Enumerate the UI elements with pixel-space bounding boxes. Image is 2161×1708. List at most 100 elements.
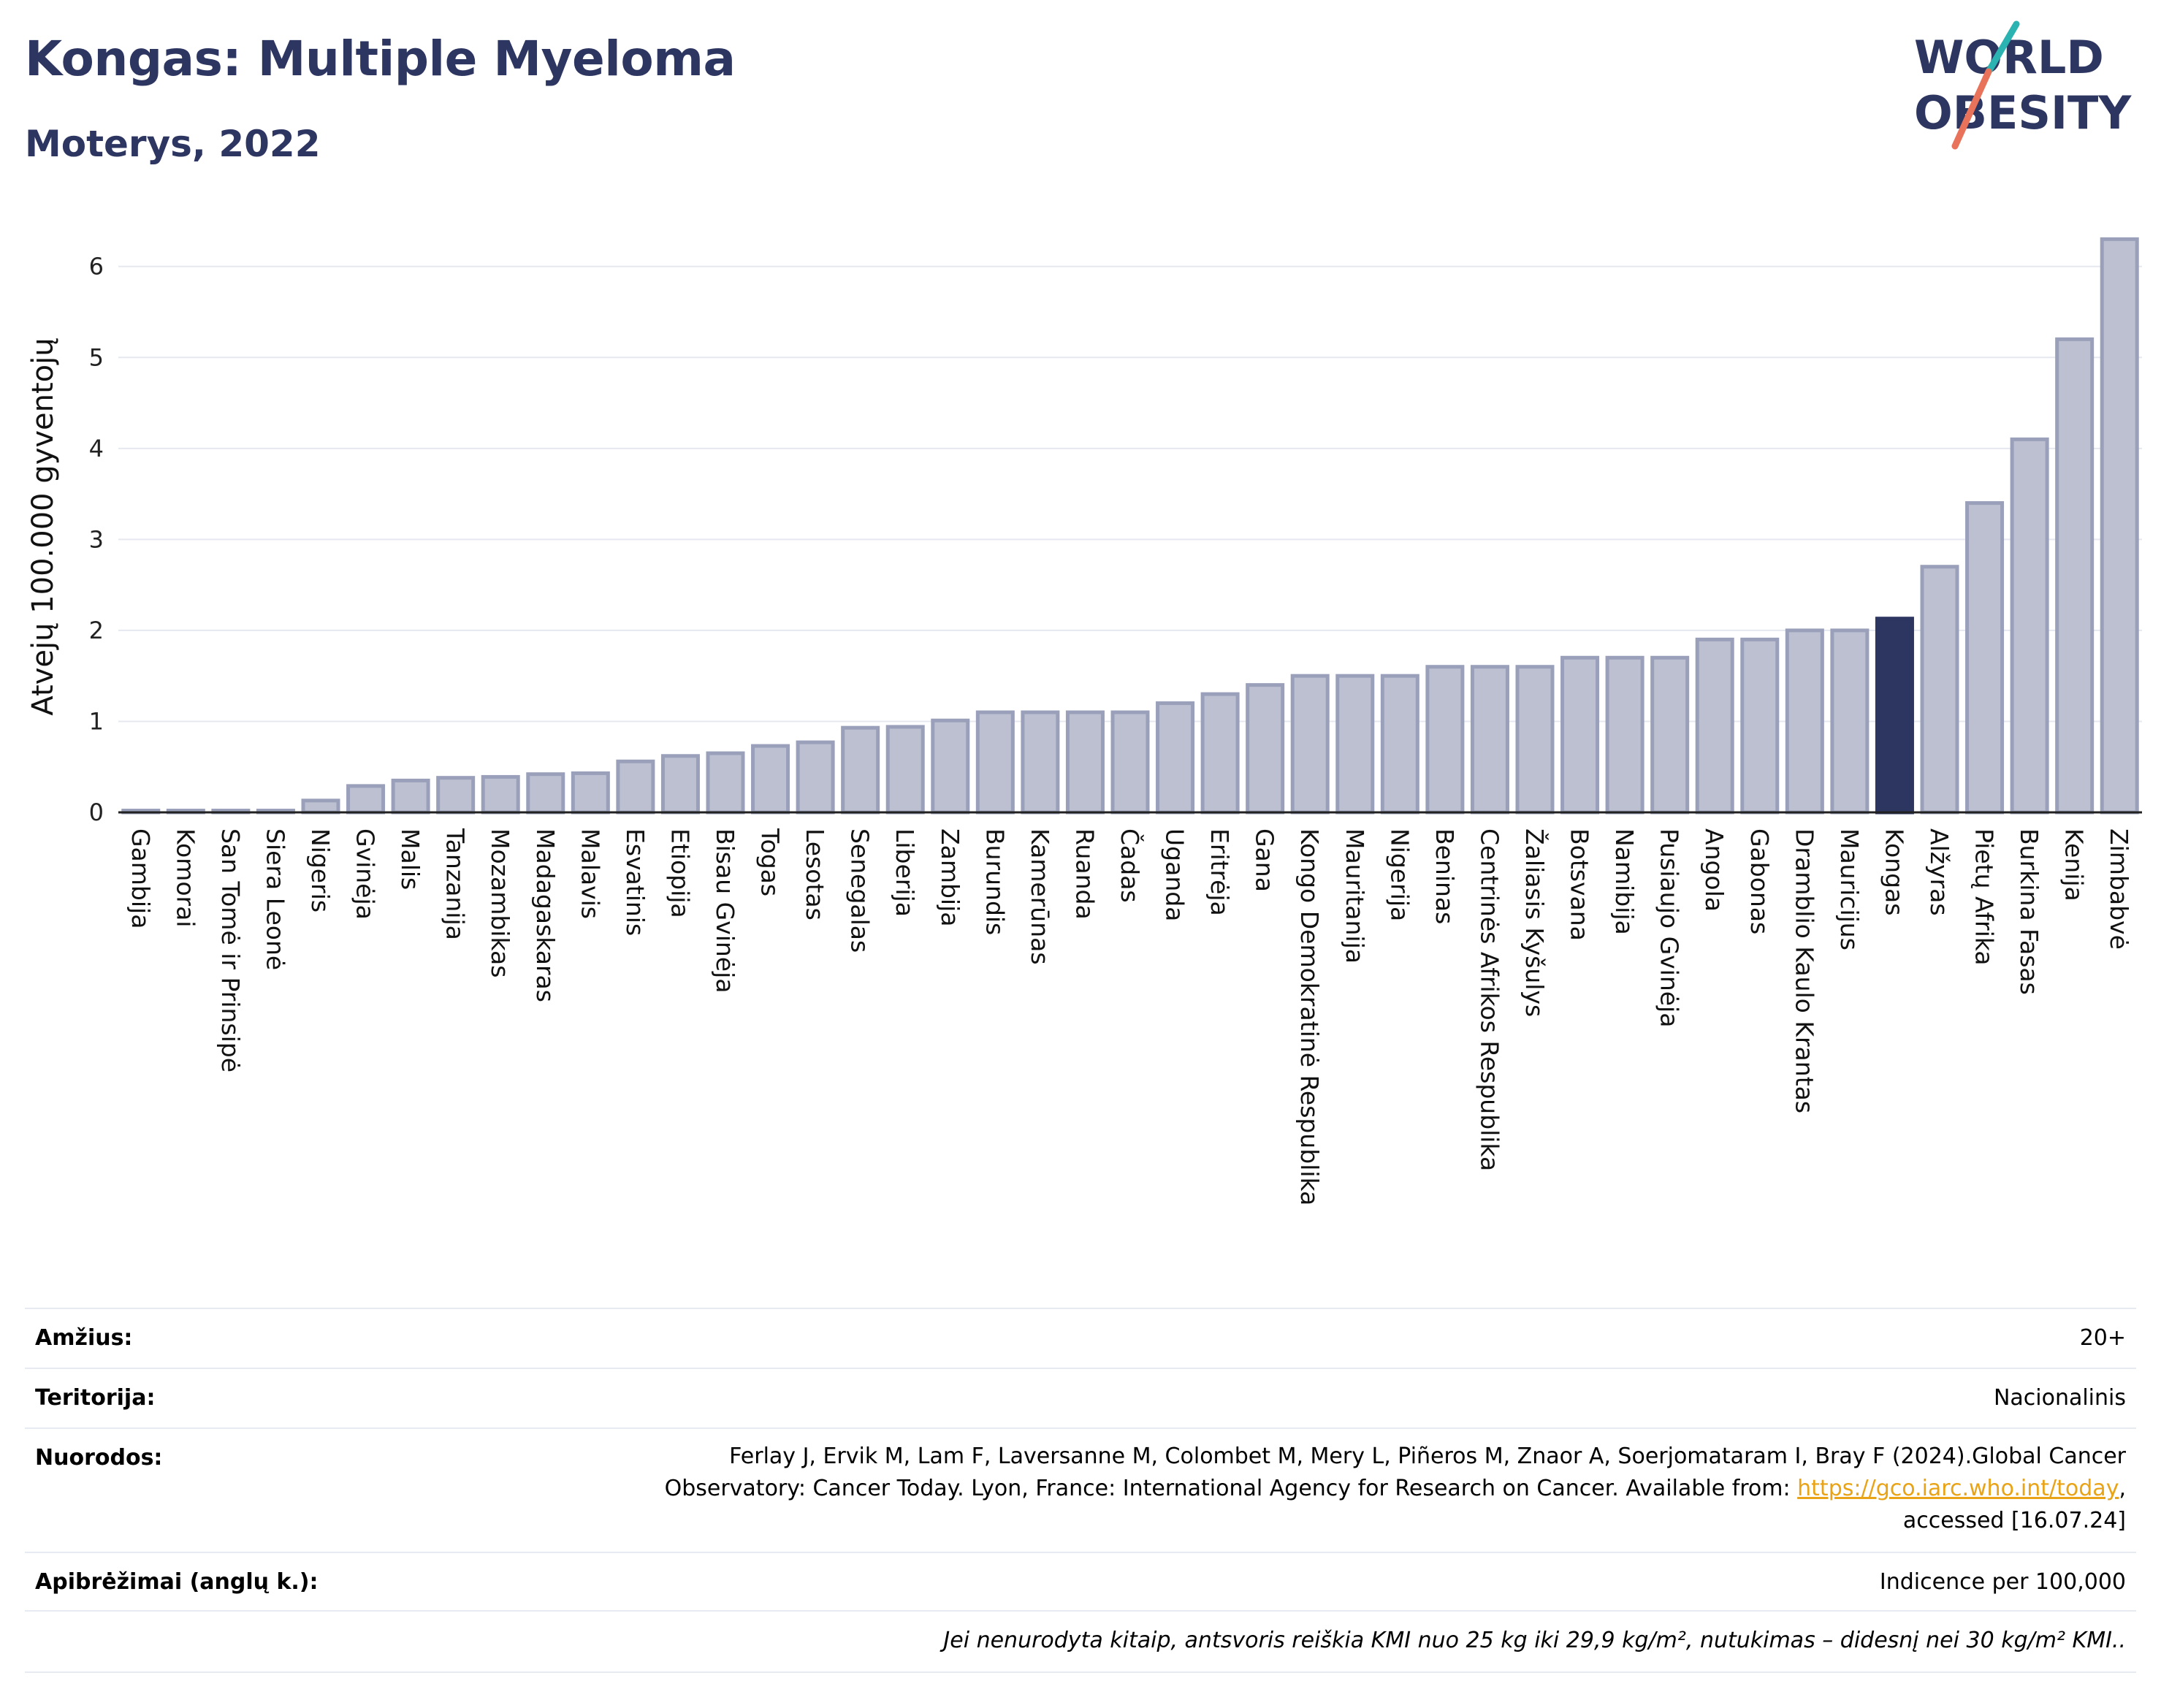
x-tick-label: Centrinės Afrikos Respublika	[1475, 828, 1503, 1171]
x-tick-label: Eritrėja	[1205, 828, 1234, 916]
x-tick-label: Dramblio Kaulo Krantas	[1790, 828, 1818, 1113]
logo-line2: OBESITY	[1914, 86, 2132, 140]
bar	[931, 718, 970, 815]
x-tick-label: Žaliasis Kyšulys	[1520, 828, 1550, 1017]
logo-slash-teal	[1985, 20, 2020, 75]
bar	[1290, 674, 1330, 815]
bar	[660, 754, 700, 815]
x-tick-label: Gambija	[126, 828, 155, 929]
page-title: Kongas: Multiple Myeloma	[25, 31, 736, 87]
x-tick-label: Nigerija	[1385, 828, 1414, 921]
x-tick-label: Burkina Fasas	[2015, 828, 2043, 995]
bar	[1740, 637, 1780, 815]
bar	[391, 778, 430, 815]
bar	[1380, 674, 1419, 815]
x-tick-label: Malavis	[576, 828, 604, 919]
footnote: Jei nenurodyta kitaip, antsvoris reiškia…	[943, 1628, 2126, 1653]
bar	[301, 798, 340, 815]
x-tick-label: Pusiaujo Gvinėja	[1655, 828, 1684, 1027]
references-line3: accessed [16.07.24]	[1902, 1508, 2126, 1533]
x-tick-label: Gana	[1251, 828, 1279, 892]
x-tick-label: Zimbabvė	[2105, 828, 2133, 950]
bar	[571, 771, 610, 815]
bar	[841, 725, 880, 815]
x-tick-label: Alžyras	[1925, 828, 1954, 916]
bar-highlight	[1875, 617, 1914, 815]
x-tick-label: Nigeris	[306, 828, 335, 912]
bar	[1695, 637, 1734, 815]
y-axis-ticks: 0 1 2 3 4 5 6	[89, 253, 104, 826]
x-tick-label: Kamerūnas	[1026, 828, 1054, 965]
x-tick-label: Siera Leonė	[261, 828, 289, 970]
bar	[2010, 437, 2049, 815]
x-tick-label: Kongo Demokratinė Respublika	[1295, 828, 1324, 1205]
bar	[885, 725, 925, 815]
y-tick-label: 0	[89, 798, 104, 826]
references-label: Nuorodos:	[35, 1445, 163, 1471]
info-row-territory: Teritorija: Nacionalinis	[25, 1368, 2136, 1429]
x-axis-labels: Gambija Komorai San Tomė ir Prinsipė Siera …	[126, 828, 2133, 1205]
bars	[121, 237, 2139, 815]
x-tick-label: Tanzanija	[441, 828, 470, 940]
bar	[1425, 665, 1465, 815]
territory-label: Teritorija:	[35, 1385, 156, 1411]
x-tick-label: Pietų Afrika	[1970, 828, 1999, 966]
info-row-definitions: Apibrėžimai (anglų k.): Indicence per 10…	[25, 1552, 2136, 1612]
references-value: Ferlay J, Ervik M, Lam F, Laversanne M, …	[665, 1441, 2126, 1537]
x-tick-label: Uganda	[1161, 828, 1189, 921]
x-tick-label: Bisau Gvinėja	[711, 828, 739, 994]
page-subtitle: Moterys, 2022	[25, 123, 321, 165]
info-row-references: Nuorodos: Ferlay J, Ervik M, Lam F, Lave…	[25, 1427, 2136, 1553]
bar	[1335, 674, 1375, 815]
bar	[1830, 628, 1870, 815]
y-tick-label: 2	[89, 617, 104, 644]
x-tick-label: Beninas	[1430, 828, 1459, 924]
x-tick-label: San Tomė ir Prinsipė	[216, 828, 245, 1072]
x-tick-label: Mauricijus	[1835, 828, 1864, 950]
world-obesity-logo: WORLD OBESITY	[1914, 20, 2132, 150]
x-tick-label: Ruanda	[1070, 828, 1099, 920]
x-tick-label: Čadas	[1116, 828, 1145, 903]
age-value: 20+	[2079, 1325, 2126, 1351]
x-tick-label: Kongas	[1880, 828, 1908, 915]
x-tick-label: Liberija	[891, 828, 919, 917]
x-tick-label: Mozambikas	[486, 828, 514, 977]
bar	[1920, 565, 1959, 815]
bar	[526, 772, 565, 815]
references-line2-end: ,	[2119, 1476, 2126, 1501]
x-tick-label: Burundis	[980, 828, 1009, 935]
y-axis-label: Atvejų 100.000 gyventojų	[26, 338, 60, 715]
x-tick-label: Komorai	[171, 828, 199, 927]
age-label: Amžius:	[35, 1325, 133, 1351]
bar	[1560, 655, 1600, 815]
references-line2-text: Observatory: Cancer Today. Lyon, France:…	[664, 1476, 1798, 1501]
bar	[796, 740, 835, 815]
bar	[436, 776, 476, 815]
definitions-label: Apibrėžimai (anglų k.):	[35, 1569, 319, 1595]
x-tick-label: Malis	[396, 828, 424, 890]
x-tick-label: Gvinėja	[351, 828, 380, 920]
bar	[1605, 655, 1644, 815]
y-tick-label: 5	[89, 343, 104, 371]
bar	[1785, 628, 1824, 815]
y-tick-label: 4	[89, 435, 104, 462]
bar	[1200, 692, 1240, 815]
bar	[481, 774, 520, 815]
x-tick-label: Mauritanija	[1341, 828, 1369, 964]
bar	[346, 784, 386, 815]
info-row-age: Amžius: 20+	[25, 1308, 2136, 1369]
references-link[interactable]: https://gco.iarc.who.int/today	[1797, 1476, 2119, 1501]
bar	[1110, 710, 1150, 815]
bar	[1470, 665, 1509, 815]
bar	[616, 759, 655, 815]
y-tick-label: 3	[89, 525, 104, 553]
bar	[1065, 710, 1105, 815]
bar-chart: 0 1 2 3 4 5 6 Gambija Komorai San Tomė ir Prinsi…	[26, 237, 2142, 1205]
x-tick-label: Angola	[1700, 828, 1729, 912]
x-tick-label: Lesotas	[801, 828, 829, 920]
bar	[1156, 701, 1195, 815]
references-line1: Ferlay J, Ervik M, Lam F, Laversanne M, …	[729, 1444, 2126, 1469]
x-tick-label: Etiopija	[666, 828, 694, 918]
references-line2: Observatory: Cancer Today. Lyon, France:…	[665, 1473, 2126, 1505]
bar	[2055, 337, 2095, 815]
